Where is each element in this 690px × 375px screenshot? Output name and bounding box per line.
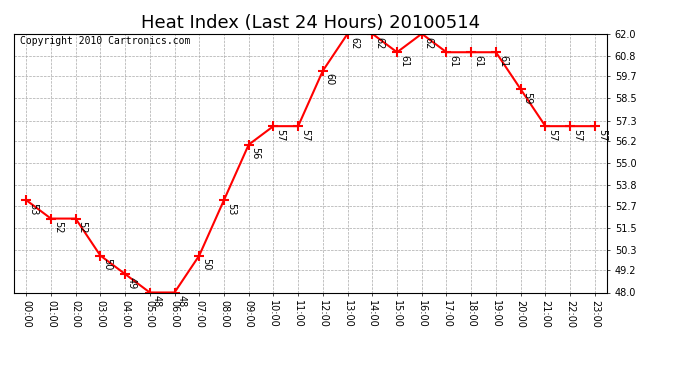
- Text: 50: 50: [102, 258, 112, 271]
- Text: 57: 57: [597, 129, 607, 141]
- Text: 49: 49: [127, 277, 137, 289]
- Text: 62: 62: [374, 36, 384, 49]
- Text: 52: 52: [53, 221, 63, 234]
- Text: 60: 60: [325, 74, 335, 86]
- Text: 57: 57: [572, 129, 582, 141]
- Text: 62: 62: [424, 36, 434, 49]
- Text: 61: 61: [448, 55, 458, 67]
- Text: 57: 57: [275, 129, 286, 141]
- Text: 59: 59: [522, 92, 533, 104]
- Text: 61: 61: [473, 55, 483, 67]
- Text: 48: 48: [152, 295, 161, 307]
- Title: Heat Index (Last 24 Hours) 20100514: Heat Index (Last 24 Hours) 20100514: [141, 14, 480, 32]
- Text: 53: 53: [28, 203, 38, 215]
- Text: 62: 62: [350, 36, 359, 49]
- Text: 50: 50: [201, 258, 211, 271]
- Text: 56: 56: [250, 147, 261, 160]
- Text: 53: 53: [226, 203, 236, 215]
- Text: 61: 61: [399, 55, 409, 67]
- Text: 57: 57: [300, 129, 310, 141]
- Text: 57: 57: [547, 129, 558, 141]
- Text: 61: 61: [498, 55, 508, 67]
- Text: 52: 52: [77, 221, 88, 234]
- Text: Copyright 2010 Cartronics.com: Copyright 2010 Cartronics.com: [20, 36, 190, 46]
- Text: 48: 48: [177, 295, 186, 307]
